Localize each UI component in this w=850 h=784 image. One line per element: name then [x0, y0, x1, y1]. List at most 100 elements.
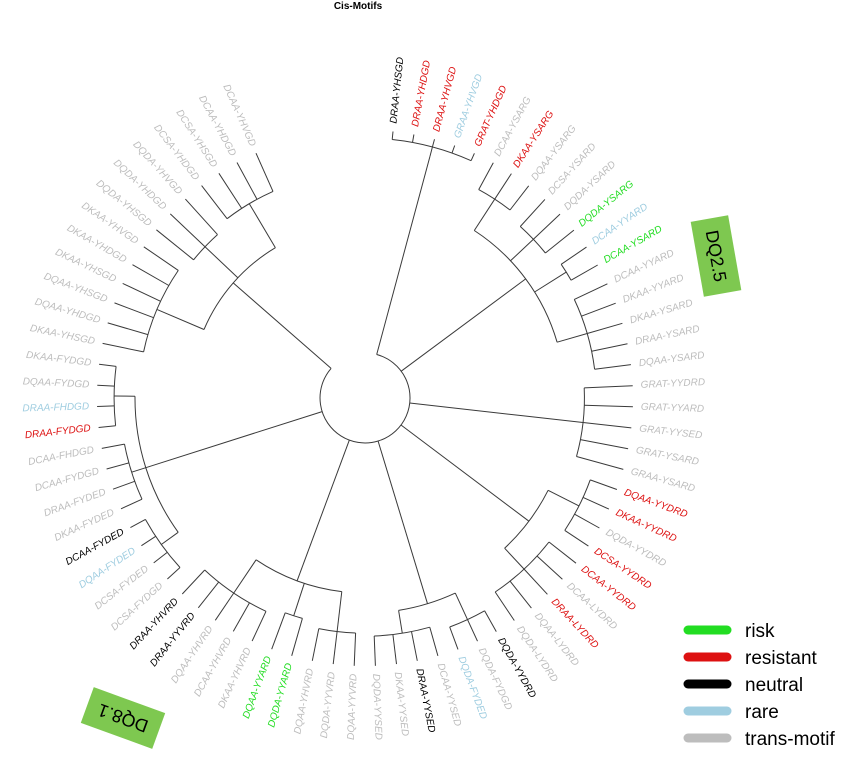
- leaf-branch: [373, 635, 376, 666]
- leaf-branch: [153, 552, 168, 564]
- leaf-branch: [574, 513, 600, 529]
- leaf-branch: [494, 591, 515, 621]
- leaf-branch: [574, 283, 608, 300]
- dq81-callout-box: [80, 687, 166, 749]
- dq25-callout: DQ2.5: [690, 215, 742, 297]
- leaf-branch: [102, 342, 144, 353]
- leaf-label: DKAA-FYDGD: [25, 350, 91, 369]
- leaf-branch: [291, 618, 303, 656]
- legend-label-risk: risk: [745, 621, 775, 642]
- subclade-branch: [336, 591, 343, 632]
- clade-branch: [232, 282, 332, 369]
- clade-arc: [134, 396, 179, 533]
- leaf-branch: [560, 246, 587, 265]
- leaf-branch: [332, 631, 338, 665]
- leaf-branch: [236, 162, 258, 200]
- leaf-branch: [478, 162, 494, 190]
- leaf-branch: [484, 610, 497, 632]
- leaf-label: GRAT-YSARD: [635, 445, 700, 468]
- subclade-branch: [161, 531, 179, 545]
- leaf-branch: [580, 439, 629, 450]
- clade-arc: [255, 559, 342, 593]
- leaf-branch: [99, 363, 117, 367]
- leaf-branch: [564, 529, 589, 547]
- clade-branch: [145, 411, 323, 469]
- clade-branch: [400, 424, 530, 522]
- leaf-branch: [143, 246, 179, 271]
- leaf-branch: [114, 302, 154, 319]
- leaf-branch: [545, 229, 575, 254]
- leaf-branch: [509, 185, 530, 211]
- leaf-branch: [101, 443, 125, 449]
- leaf-branch: [570, 264, 598, 281]
- leaf-branch: [156, 229, 194, 261]
- leaf-branch: [255, 152, 274, 192]
- subclade-branch: [473, 198, 496, 231]
- leaf-branch: [141, 535, 156, 547]
- subclade-arc: [576, 387, 585, 457]
- leaf-branch: [197, 581, 220, 609]
- leaf-branch: [218, 173, 243, 209]
- subclade-branch: [204, 246, 239, 279]
- leaf-branch: [582, 422, 632, 429]
- leaf-branch: [467, 619, 478, 642]
- leaf-branch: [582, 496, 610, 510]
- leaf-branch: [392, 634, 397, 665]
- subclade-arc: [519, 226, 546, 254]
- legend-label-rare: rare: [745, 702, 779, 723]
- leaf-branch: [122, 282, 161, 302]
- leaf-label: DRAA-FYDGD: [24, 423, 91, 441]
- leaf-label: DRAA-YHDGD: [410, 60, 433, 128]
- subclade-branch: [233, 559, 257, 594]
- leaf-label: DQDA-YYARD: [266, 662, 295, 729]
- leaf-branch: [590, 479, 618, 490]
- leaf-branch: [391, 131, 394, 140]
- root-arc: [319, 354, 411, 444]
- leaf-branch: [181, 569, 206, 595]
- clade-branch: [296, 440, 350, 581]
- leaf-label: DCAA-YYSED: [435, 662, 463, 728]
- leaf-branch: [536, 555, 563, 580]
- leaf-label: DQDA-YYSED: [370, 674, 384, 740]
- leaf-label: DRAA-YHVGD: [431, 66, 459, 133]
- leaf-branch: [470, 153, 475, 161]
- subclade-branch: [534, 271, 567, 293]
- leaf-branch: [271, 612, 286, 650]
- leaf-label: DQAA-YHVRD: [292, 668, 316, 736]
- leaf-branch: [584, 404, 633, 408]
- leaf-branch: [311, 628, 320, 661]
- leaf-label: DRAA-FHDGD: [22, 401, 89, 414]
- leaf-branch: [523, 568, 548, 595]
- leaf-branch: [132, 264, 170, 286]
- leaf-branch: [576, 456, 624, 470]
- tree-branches: [97, 131, 633, 666]
- subclade-branch: [156, 308, 205, 330]
- leaf-label: DCAA-FYDGD: [34, 466, 101, 494]
- clade-branch: [376, 156, 431, 355]
- legend-label-trans: trans-motif: [745, 729, 835, 750]
- leaf-label: DQAA-FYDGD: [22, 376, 89, 390]
- clade-branch: [400, 278, 526, 372]
- tree-leaf-labels: DRAA-YHSGD DRAA-YHDGDDRAA-YHVGDGRAA-YHVGD…: [22, 57, 705, 740]
- leaf-branch: [232, 602, 250, 632]
- leaf-branch: [120, 498, 143, 510]
- leaf-branch: [451, 145, 456, 154]
- subclade-branch: [510, 238, 534, 262]
- leaf-branch: [411, 631, 418, 661]
- subclade-branch: [248, 203, 276, 248]
- leaf-branch: [548, 541, 577, 564]
- subclade-branch: [556, 333, 588, 343]
- leaf-branch: [185, 198, 218, 235]
- leaf-branch: [594, 364, 631, 370]
- leaf-label: GRAT-YYSED: [639, 423, 703, 441]
- leaf-branch: [97, 405, 115, 407]
- leaf-label: DQAA-YHDGD: [33, 297, 101, 327]
- subclade-arc: [478, 189, 511, 211]
- leaf-label: GRAT-YYARD: [641, 402, 705, 415]
- leaf-branch: [130, 518, 146, 529]
- leaf-branch: [112, 480, 135, 490]
- leaf-label: DQDA-YYVRD: [319, 671, 338, 739]
- leaf-branch: [591, 343, 628, 352]
- leaf-label: DRAA-YSARD: [634, 324, 700, 348]
- leaf-label: DRAA-YHSGD: [388, 57, 406, 124]
